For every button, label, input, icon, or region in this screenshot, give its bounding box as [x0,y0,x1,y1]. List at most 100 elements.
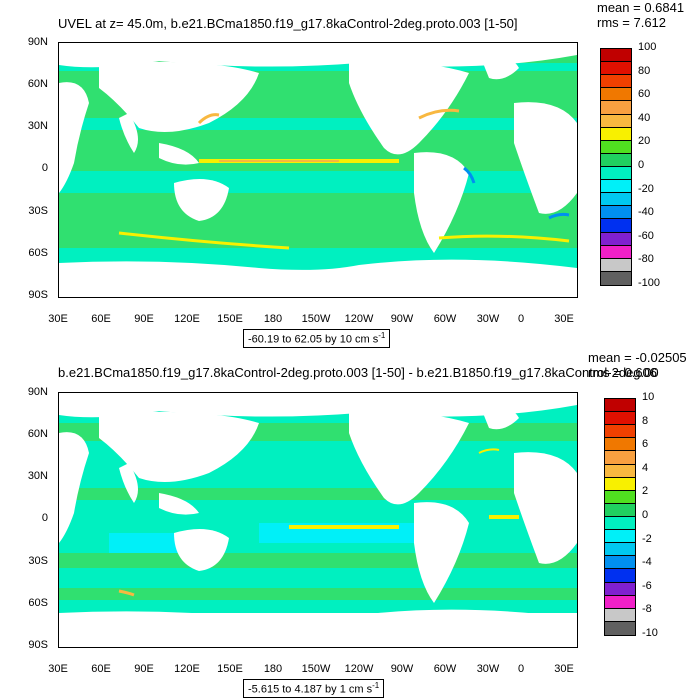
p2-lon-10: 30W [476,663,500,675]
panel1-mean: mean = 0.6841 [597,0,685,15]
panel2-range-box: -5.615 to 4.187 by 1 cm s-1 [243,679,385,698]
p1-lat-60s: 60S [28,247,48,259]
p2-lon-2: 90E [134,663,154,675]
colorbar-swatch [605,425,635,439]
colorbar-label: 10 [642,391,655,403]
p1-lon-7: 120W [344,313,374,325]
panel2-mean: mean = -0.02505 [588,350,687,365]
colorbar-label: -4 [642,556,652,569]
colorbar-label: -20 [638,182,654,195]
colorbar-label: -10 [642,627,658,639]
colorbar-swatch [605,464,635,478]
p2-lat-30s: 30S [28,555,48,567]
colorbar-swatch [601,258,631,272]
p2-lat-60n: 60N [27,428,48,440]
p1-lat-90n: 90N [27,36,48,48]
colorbar-swatch [601,75,631,89]
colorbar-swatch [605,569,635,583]
colorbar-swatch [605,490,635,504]
colorbar-swatch [601,219,631,233]
p2-lon-6: 150W [301,663,331,675]
panel1-range-box: -60.19 to 62.05 by 10 cm s-1 [243,329,391,348]
colorbar-label: 6 [642,438,649,451]
panel1-map [58,42,578,298]
colorbar-swatch [601,114,631,128]
colorbar-swatch [605,530,635,544]
panel1-title: UVEL at z= 45.0m, b.e21.BCma1850.f19_g17… [58,16,518,31]
colorbar-swatch [605,399,635,413]
colorbar-swatch [605,556,635,570]
colorbar-label: -40 [638,206,654,219]
p2-lat-0: 0 [41,512,48,524]
p2-lat-30n: 30N [27,470,48,482]
p2-lon-8: 90W [390,663,414,675]
p1-lon-4: 150E [217,313,243,325]
panel2-map-svg [59,393,577,647]
colorbar-swatch [605,595,635,609]
colorbar-label: -80 [638,253,654,266]
p2-lon-4: 150E [217,663,243,675]
panel2-rms: rms = 0.606 [588,365,658,380]
colorbar-label: 2 [642,485,649,498]
colorbar-label: 0 [642,509,649,521]
colorbar-swatch [601,88,631,102]
panel2-title: b.e21.BCma1850.f19_g17.8kaControl-2deg.p… [58,365,659,380]
p2-lon-11: 0 [517,663,525,675]
colorbar-swatch [601,245,631,259]
colorbar-label: 8 [642,414,649,427]
panel2-range-exp: -1 [372,681,380,690]
p1-lat-0: 0 [41,162,48,174]
colorbar-label: 4 [642,461,649,474]
p1-lon-5: 180 [263,313,283,325]
colorbar-swatch [605,543,635,557]
colorbar-swatch [601,62,631,76]
colorbar-swatch [605,582,635,596]
colorbar-label: 20 [638,135,651,148]
colorbar-label: -60 [638,229,654,242]
panel1-range-text: -60.19 to 62.05 by 10 cm s [248,333,379,346]
p2-lat-90n: 90N [27,386,48,398]
colorbar-swatch [601,127,631,141]
colorbar-swatch [605,412,635,426]
p2-lat-90s: 90S [28,639,48,651]
colorbar-label: 60 [638,88,651,101]
panel1-rms: rms = 7.612 [597,15,667,30]
p1-lon-8: 90W [390,313,414,325]
p1-lon-12: 30E [554,313,574,325]
colorbar-label: -6 [642,579,652,592]
colorbar-swatch [601,101,631,115]
p2-lon-3: 120E [174,663,200,675]
panel2-range-text: -5.615 to 4.187 by 1 cm s [248,683,373,696]
panel1-map-svg [59,43,577,297]
panel1-colorbar [600,48,632,286]
p2-lon-1: 60E [91,663,111,675]
p2-lon-5: 180 [263,663,283,675]
panel2-colorbar [604,398,636,636]
colorbar-label: -8 [642,603,652,616]
colorbar-label: 40 [638,111,651,124]
p1-lat-30n: 30N [27,120,48,132]
p1-lon-10: 30W [476,313,500,325]
colorbar-swatch [601,232,631,246]
colorbar-label: -100 [638,277,661,289]
colorbar-swatch [605,621,635,635]
colorbar-swatch [601,166,631,181]
p1-lon-0: 30E [48,313,68,325]
p2-lon-12: 30E [554,663,574,675]
p2-lat-60s: 60S [28,597,48,609]
colorbar-swatch [601,180,631,194]
colorbar-swatch [601,140,631,154]
p1-lat-90s: 90S [28,289,48,301]
colorbar-label: 100 [638,41,657,53]
colorbar-swatch [605,451,635,465]
colorbar-swatch [601,271,631,285]
colorbar-label: 80 [638,64,651,77]
p1-lat-30s: 30S [28,205,48,217]
colorbar-swatch [605,477,635,491]
p2-lon-9: 60W [433,663,457,675]
p1-lon-2: 90E [134,313,154,325]
colorbar-swatch [605,503,635,517]
p1-lon-1: 60E [91,313,111,325]
p1-lon-11: 0 [517,313,525,325]
panel1-range-exp: -1 [378,331,386,340]
